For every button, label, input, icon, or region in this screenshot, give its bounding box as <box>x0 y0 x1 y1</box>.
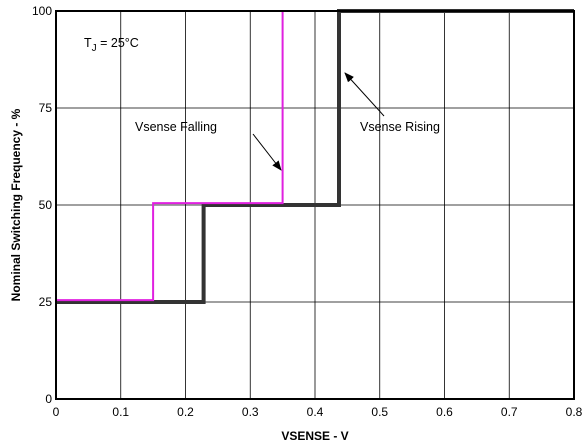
condition-rest: = 25°C <box>97 36 139 50</box>
condition-subscript: J <box>92 43 97 54</box>
x-tick-label-0: 0 <box>53 405 60 419</box>
y-tick-label-2: 50 <box>39 198 53 212</box>
tick-labels: 0 0.1 0.2 0.3 0.4 0.5 0.6 0.7 0.8 0 25 50 75 100 <box>32 4 583 419</box>
falling-annotation-arrow <box>252 133 282 171</box>
y-tick-label-0: 0 <box>45 392 52 406</box>
x-axis-label: VSENSE - V <box>281 429 348 443</box>
x-tick-label-3: 0.3 <box>242 405 259 419</box>
x-tick-label-8: 0.8 <box>566 405 583 419</box>
y-tick-label-4: 100 <box>32 4 52 18</box>
y-axis-label: Nominal Switching Frequency - % <box>9 108 23 301</box>
x-tick-label-1: 0.1 <box>112 405 129 419</box>
condition-main: T <box>84 36 92 50</box>
x-tick-label-4: 0.4 <box>307 405 324 419</box>
x-tick-label-5: 0.5 <box>371 405 388 419</box>
rising-annotation-label: Vsense Rising <box>360 120 440 134</box>
condition-annotation: TJ = 25°C <box>84 36 139 54</box>
x-tick-label-6: 0.6 <box>436 405 453 419</box>
x-tick-label-2: 0.2 <box>177 405 194 419</box>
rising-annotation-arrow <box>344 72 385 117</box>
y-tick-label-3: 75 <box>39 101 53 115</box>
plot-border <box>55 10 575 400</box>
x-tick-label-7: 0.7 <box>501 405 518 419</box>
falling-annotation-label: Vsense Falling <box>135 120 217 134</box>
y-tick-label-1: 25 <box>39 295 53 309</box>
